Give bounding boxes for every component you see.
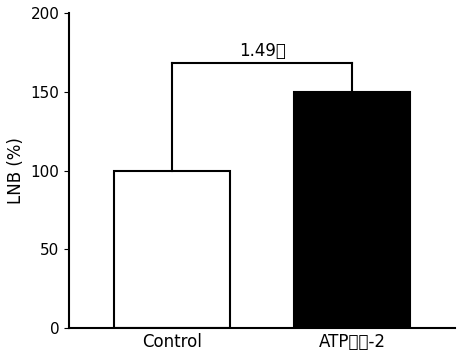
Bar bbox=[114, 170, 230, 328]
Text: 1.49倍: 1.49倍 bbox=[239, 42, 286, 60]
Bar bbox=[294, 92, 410, 328]
Y-axis label: LNB (%): LNB (%) bbox=[7, 137, 25, 204]
